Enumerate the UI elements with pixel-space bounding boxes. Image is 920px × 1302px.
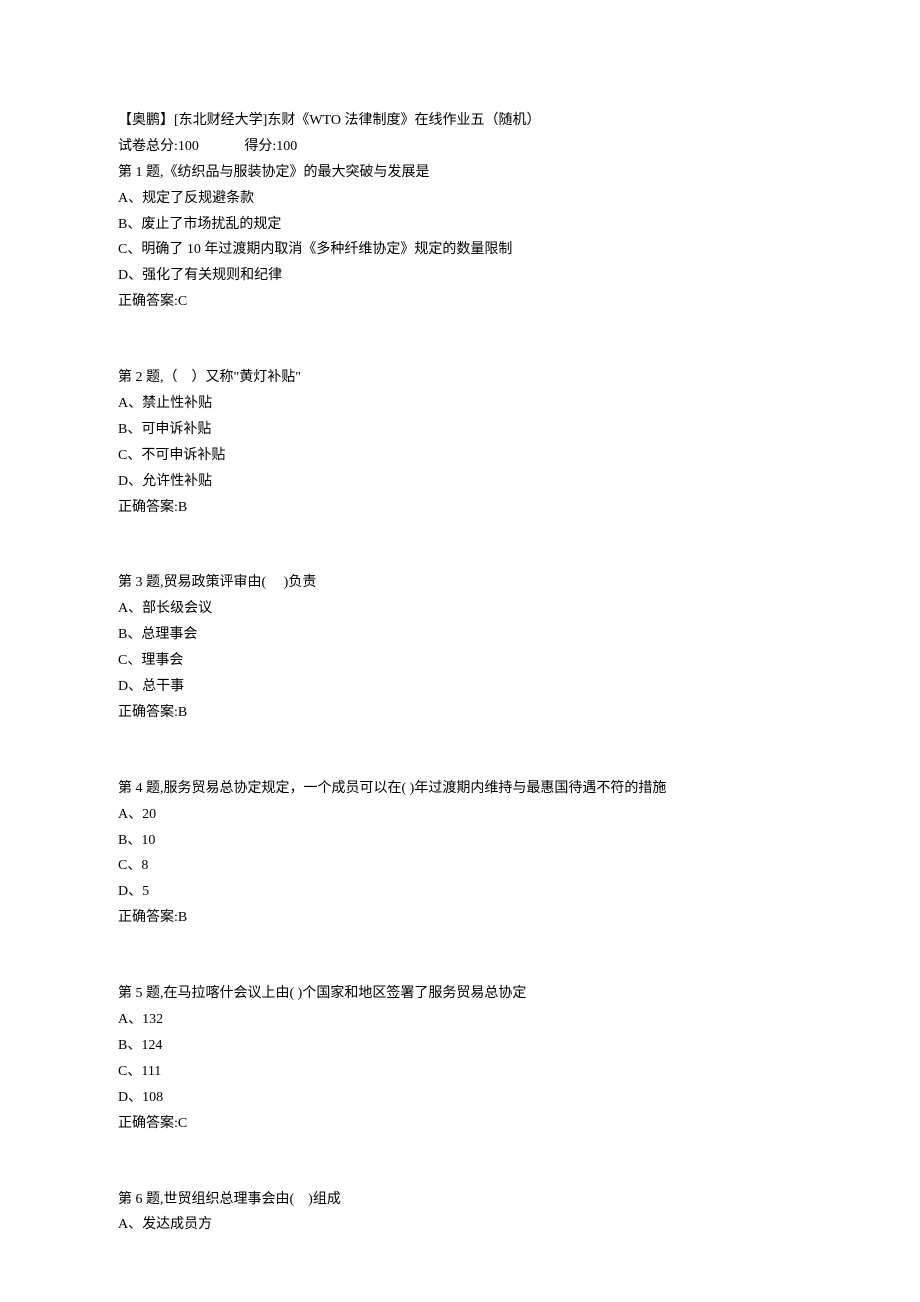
question-answer: 正确答案:C (118, 1111, 802, 1137)
question-prompt: 第 2 题,（ ）又称"黄灯补贴" (118, 365, 802, 391)
question-option: A、禁止性补贴 (118, 391, 802, 417)
question-option: B、废止了市场扰乱的规定 (118, 212, 802, 238)
question-prompt: 第 3 题,贸易政策评审由( )负责 (118, 570, 802, 596)
question-option: A、20 (118, 802, 802, 828)
question-option: B、124 (118, 1033, 802, 1059)
question-4: 第 4 题,服务贸易总协定规定，一个成员可以在( )年过渡期内维持与最惠国待遇不… (118, 776, 802, 931)
question-prompt: 第 1 题,《纺织品与服装协定》的最大突破与发展是 (118, 160, 802, 186)
question-prompt: 第 6 题,世贸组织总理事会由( )组成 (118, 1187, 802, 1213)
question-prompt: 第 5 题,在马拉喀什会议上由( )个国家和地区签署了服务贸易总协定 (118, 981, 802, 1007)
question-option: A、132 (118, 1007, 802, 1033)
question-option: B、10 (118, 828, 802, 854)
question-option: D、强化了有关规则和纪律 (118, 263, 802, 289)
total-score: 试卷总分:100 (118, 139, 199, 154)
question-option: A、部长级会议 (118, 596, 802, 622)
question-option: A、规定了反规避条款 (118, 186, 802, 212)
question-option: B、总理事会 (118, 622, 802, 648)
question-option: D、总干事 (118, 674, 802, 700)
question-option: D、108 (118, 1085, 802, 1111)
question-prompt: 第 4 题,服务贸易总协定规定，一个成员可以在( )年过渡期内维持与最惠国待遇不… (118, 776, 802, 802)
question-option: D、5 (118, 879, 802, 905)
document-title: 【奥鹏】[东北财经大学]东财《WTO 法律制度》在线作业五（随机） (118, 108, 802, 134)
question-option: A、发达成员方 (118, 1212, 802, 1238)
question-answer: 正确答案:B (118, 905, 802, 931)
question-option: C、理事会 (118, 648, 802, 674)
question-answer: 正确答案:B (118, 700, 802, 726)
question-option: C、不可申诉补贴 (118, 443, 802, 469)
question-answer: 正确答案:C (118, 289, 802, 315)
question-1: 第 1 题,《纺织品与服装协定》的最大突破与发展是 A、规定了反规避条款 B、废… (118, 160, 802, 315)
question-option: C、8 (118, 853, 802, 879)
got-score: 得分:100 (244, 139, 297, 154)
question-option: C、明确了 10 年过渡期内取消《多种纤维协定》规定的数量限制 (118, 237, 802, 263)
question-5: 第 5 题,在马拉喀什会议上由( )个国家和地区签署了服务贸易总协定 A、132… (118, 981, 802, 1136)
question-2: 第 2 题,（ ）又称"黄灯补贴" A、禁止性补贴 B、可申诉补贴 C、不可申诉… (118, 365, 802, 520)
question-option: C、111 (118, 1059, 802, 1085)
question-option: D、允许性补贴 (118, 469, 802, 495)
question-answer: 正确答案:B (118, 495, 802, 521)
question-option: B、可申诉补贴 (118, 417, 802, 443)
score-line: 试卷总分:100 得分:100 (118, 134, 802, 160)
question-3: 第 3 题,贸易政策评审由( )负责 A、部长级会议 B、总理事会 C、理事会 … (118, 570, 802, 725)
question-6: 第 6 题,世贸组织总理事会由( )组成 A、发达成员方 (118, 1187, 802, 1239)
